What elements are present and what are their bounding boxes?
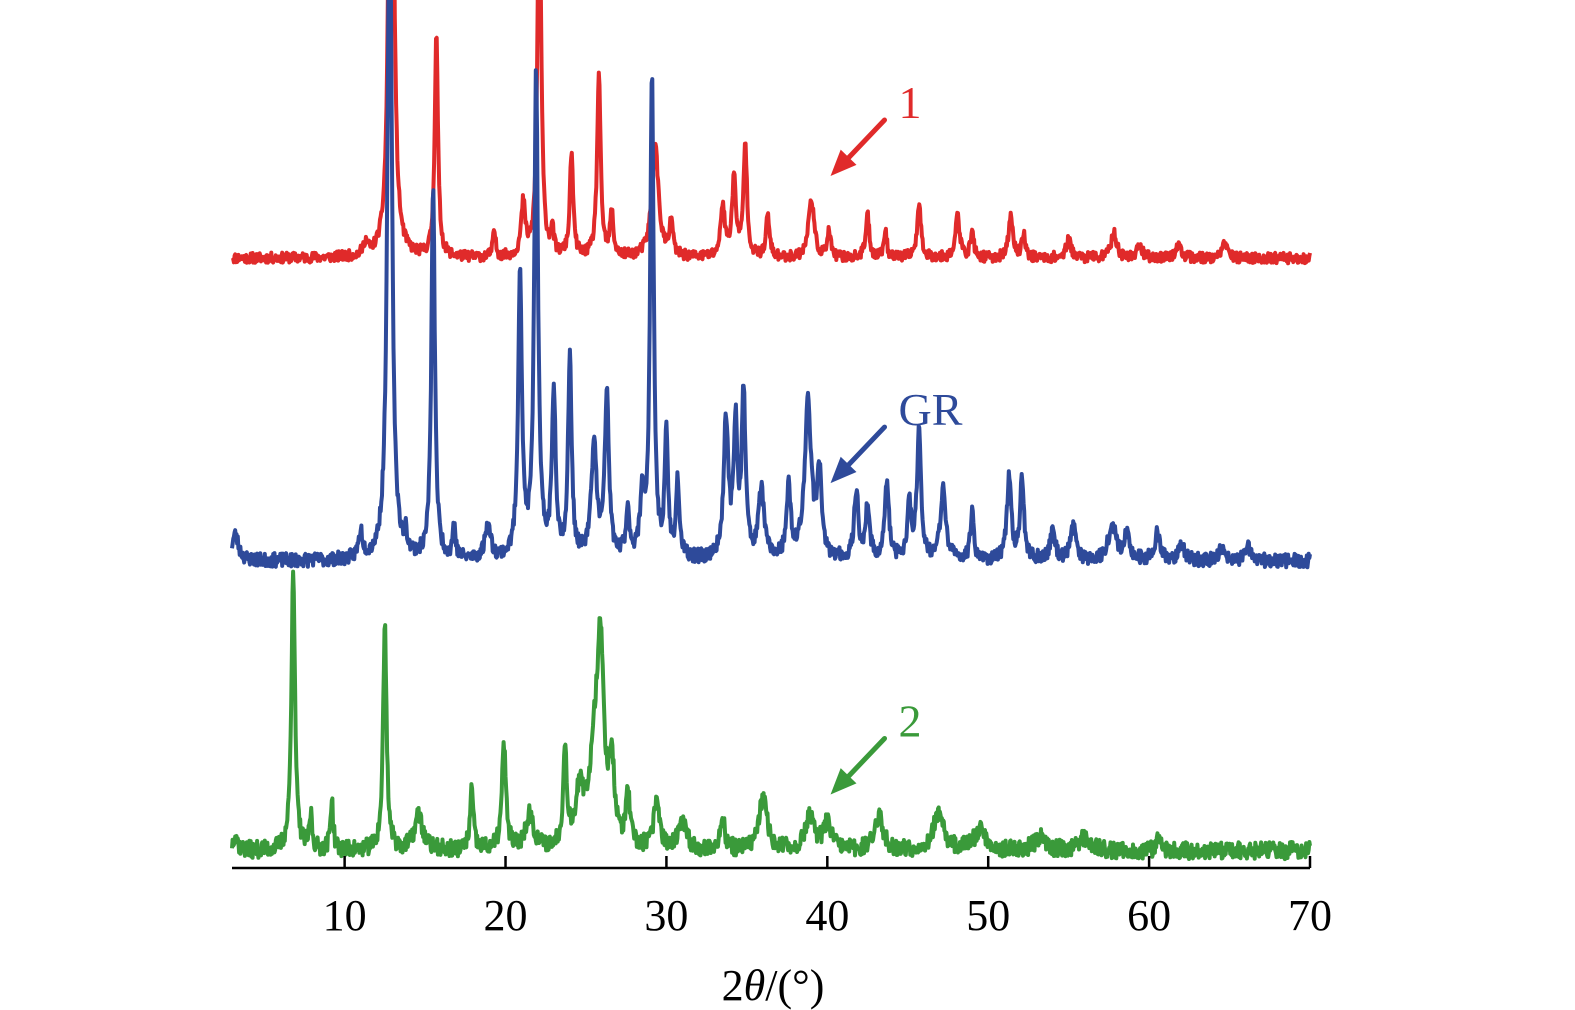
- x-tick-label-30: 30: [644, 891, 688, 940]
- annotation-label-2: 2: [899, 695, 922, 746]
- annotation-label-1: 1: [899, 77, 922, 128]
- annotation-2: 2: [830, 695, 922, 795]
- x-axis-label-prefix: 2: [722, 961, 744, 1010]
- x-tick-label-10: 10: [323, 891, 367, 940]
- x-tick-label-60: 60: [1127, 891, 1171, 940]
- x-ticks: 10 20 30 40 50 60 70: [323, 856, 1332, 940]
- annotation-arrow-shaft-1: [842, 117, 888, 165]
- annotation-arrow-shaft-gr: [842, 424, 888, 472]
- x-tick-label-40: 40: [805, 891, 849, 940]
- annotation-arrow-head-gr: [830, 456, 857, 484]
- x-axis-label-theta: θ: [744, 961, 766, 1010]
- series-layer: [230, 0, 1312, 862]
- x-axis-label: 2θ/(°): [722, 961, 825, 1010]
- annotation-arrow-shaft-2: [842, 735, 888, 783]
- series-line-gr: [230, 0, 1312, 570]
- annotation-gr: GR: [830, 384, 963, 484]
- annotation-arrow-head-1: [830, 149, 857, 176]
- series-annotations: 1 GR 2: [830, 77, 963, 795]
- annotation-label-gr: GR: [899, 384, 963, 435]
- series-line-1: [230, 0, 1312, 266]
- annotation-1: 1: [830, 77, 922, 176]
- x-tick-label-70: 70: [1288, 891, 1332, 940]
- x-tick-label-20: 20: [484, 891, 528, 940]
- annotation-arrow-head-2: [830, 768, 857, 795]
- x-tick-label-50: 50: [966, 891, 1010, 940]
- series-line-2: [230, 569, 1312, 862]
- x-axis-label-suffix: /(°): [765, 961, 824, 1010]
